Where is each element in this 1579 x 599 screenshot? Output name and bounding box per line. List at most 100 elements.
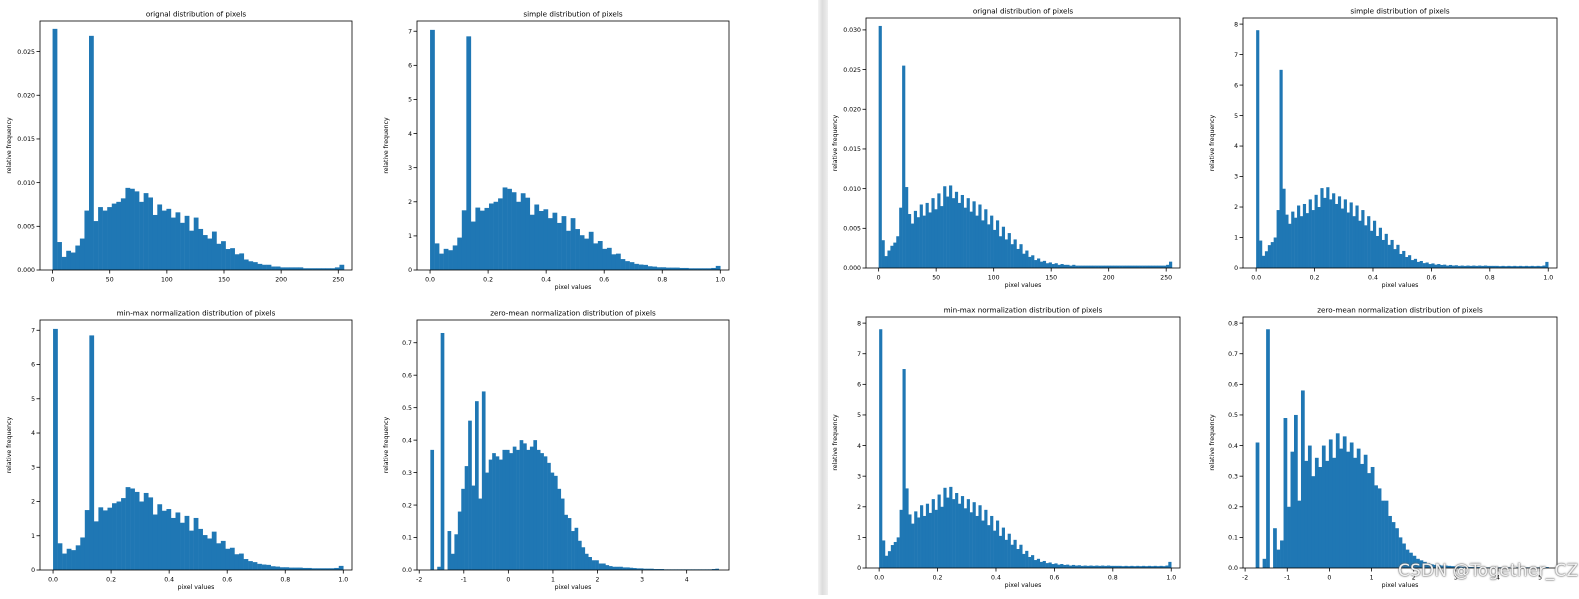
histogram-bar bbox=[1486, 265, 1491, 268]
histogram-bar bbox=[990, 215, 994, 268]
chart-3: 0.0 0.2 0.4 0.6 0.8 1.0 0 1 2 3 4 5 6 7 min-max normal… bbox=[6, 309, 353, 591]
x-tick-label: 250 bbox=[1160, 275, 1172, 282]
histogram-bar bbox=[1119, 265, 1123, 268]
histogram-bar bbox=[1151, 265, 1155, 268]
histogram-bar bbox=[1083, 565, 1087, 568]
x-tick-label: 1.0 bbox=[1543, 275, 1553, 282]
histogram-bar bbox=[1346, 451, 1351, 568]
histogram-bar bbox=[1019, 544, 1023, 568]
histogram-bar bbox=[911, 523, 915, 568]
histogram-bar bbox=[1118, 565, 1122, 568]
histogram-bar bbox=[625, 261, 630, 270]
histogram-bar bbox=[1410, 260, 1415, 268]
x-tick-label: 150 bbox=[1045, 275, 1057, 282]
y-tick-label: 0.015 bbox=[17, 136, 35, 143]
histogram-bar bbox=[448, 250, 453, 270]
histogram-bar bbox=[1419, 260, 1423, 268]
histogram-bar bbox=[1440, 264, 1444, 268]
histogram-bar bbox=[1431, 263, 1435, 268]
histogram-bar bbox=[1545, 261, 1549, 268]
histogram-bar bbox=[1340, 208, 1345, 268]
histogram-bar bbox=[612, 566, 616, 570]
histogram-bar bbox=[1460, 265, 1464, 268]
histogram-bar bbox=[329, 568, 335, 570]
histogram-bar bbox=[1367, 473, 1371, 568]
histogram-bar bbox=[523, 443, 527, 570]
histogram-bar bbox=[711, 267, 716, 270]
histogram-bar bbox=[1010, 544, 1014, 568]
histogram-bar bbox=[516, 449, 520, 570]
x-tick-label: 50 bbox=[106, 277, 114, 284]
histogram-bar bbox=[608, 566, 613, 570]
histogram-bar bbox=[1471, 567, 1476, 568]
x-tick-label: 1.0 bbox=[338, 577, 348, 584]
histogram-bar bbox=[293, 267, 299, 270]
histogram-bar bbox=[995, 520, 1000, 568]
histogram-bar bbox=[1425, 262, 1429, 268]
histogram-bar bbox=[1127, 566, 1131, 568]
histogram-bar bbox=[1013, 539, 1017, 568]
histogram-bars bbox=[879, 329, 1172, 568]
histogram-bar bbox=[1066, 264, 1070, 268]
histogram-bar bbox=[1092, 565, 1096, 568]
histogram-bar bbox=[1463, 265, 1467, 268]
histogram-bar bbox=[1375, 235, 1380, 268]
histogram-bar bbox=[216, 543, 222, 570]
histogram-bar bbox=[1363, 454, 1368, 568]
histogram-bar bbox=[905, 187, 909, 268]
histogram-bar bbox=[1539, 266, 1543, 268]
histogram-bar bbox=[1399, 253, 1403, 268]
x-tick-label: 2 bbox=[596, 577, 600, 584]
y-tick-label: 4 bbox=[31, 430, 35, 437]
histogram-bar bbox=[280, 267, 286, 270]
histogram-bar bbox=[1353, 457, 1358, 568]
histogram-bar bbox=[598, 563, 603, 570]
y-tick-label: 0.005 bbox=[17, 224, 35, 231]
histogram-bar bbox=[1321, 445, 1326, 568]
histogram-bar bbox=[560, 498, 565, 570]
histogram-bar bbox=[1287, 506, 1291, 568]
histogram-bar bbox=[84, 210, 90, 270]
histogram-bar bbox=[1262, 558, 1267, 568]
chart-1: 0 50 100 150 200 250 0.000 0.005 0.010 0.015 0.020… bbox=[6, 10, 353, 284]
histogram-bar bbox=[1256, 30, 1260, 269]
histogram-bar bbox=[1075, 265, 1079, 268]
histogram-bar bbox=[1142, 265, 1146, 268]
plot-frame bbox=[865, 316, 1181, 569]
histogram-bar bbox=[899, 207, 903, 268]
histogram-bar bbox=[688, 268, 694, 270]
histogram-bar bbox=[1457, 566, 1462, 568]
y-axis-label: relative frequency bbox=[832, 414, 839, 471]
x-tick-label: 3 bbox=[1454, 575, 1458, 582]
y-tick-label: 2 bbox=[857, 504, 861, 511]
histogram-bar bbox=[998, 535, 1003, 568]
histogram-bar bbox=[1259, 240, 1263, 268]
x-tick-label: 100 bbox=[988, 275, 1000, 282]
histogram-bar bbox=[1057, 564, 1061, 568]
x-tick-label: 0.8 bbox=[280, 577, 290, 584]
histogram-bar bbox=[198, 528, 203, 570]
histogram-bar bbox=[470, 221, 476, 270]
y-tick-label: 4 bbox=[1234, 143, 1238, 150]
histogram-bar bbox=[907, 214, 912, 268]
y-tick-label: 0.5 bbox=[1228, 412, 1238, 419]
y-tick-label: 0 bbox=[408, 267, 412, 274]
x-axis-label: pixel values bbox=[178, 584, 215, 591]
x-tick-label: 0.8 bbox=[1485, 275, 1495, 282]
chart-title: orignal distribution of pixels bbox=[146, 10, 247, 19]
histogram-bar bbox=[995, 220, 1000, 268]
histogram-bar bbox=[882, 540, 886, 568]
plot-frame bbox=[39, 20, 353, 271]
histogram-bar bbox=[1390, 239, 1394, 268]
x-tick-label: -1 bbox=[461, 577, 467, 584]
histogram-bar bbox=[1276, 549, 1281, 568]
histogram-bar bbox=[275, 266, 281, 270]
histogram-bar bbox=[629, 567, 634, 570]
histogram-bar bbox=[1475, 265, 1479, 268]
histogram-bar bbox=[184, 515, 190, 570]
histogram-bar bbox=[1513, 265, 1517, 268]
histogram-bar bbox=[940, 506, 944, 568]
histogram-bar bbox=[184, 215, 190, 270]
histogram-bar bbox=[661, 267, 667, 270]
histogram-bar bbox=[890, 545, 894, 568]
